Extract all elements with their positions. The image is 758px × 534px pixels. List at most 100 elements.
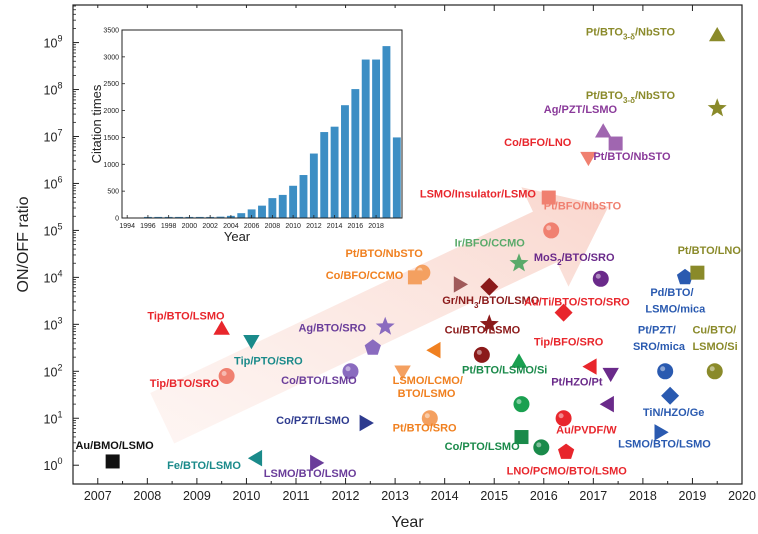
label-subscript: 2 bbox=[557, 258, 562, 267]
inset-x-tick-label: 1996 bbox=[140, 223, 156, 230]
inset-x-tick-label: 1994 bbox=[119, 223, 135, 230]
y-tick-label: 108 bbox=[44, 81, 63, 98]
label-part: Pt/BTO bbox=[586, 90, 624, 102]
x-axis-title: Year bbox=[391, 514, 424, 531]
x-tick-label: 2014 bbox=[431, 489, 459, 503]
inset-x-tick-label: 2008 bbox=[265, 223, 281, 230]
marker-triangle-left bbox=[582, 358, 597, 375]
point-label: Co/BFO/LNO bbox=[504, 137, 572, 149]
inset-x-tick-label: 2010 bbox=[285, 223, 301, 230]
marker-circle bbox=[473, 346, 490, 363]
inset-citation-chart: 0 500 1000 1500 2000 2500 3000 3500 1994 1996 1998… bbox=[88, 8, 408, 245]
point-label: Pt/BTO3-δ/NbSTO bbox=[586, 90, 676, 105]
marker-square bbox=[608, 136, 623, 151]
marker-circle bbox=[555, 410, 572, 427]
inset-bar bbox=[154, 216, 163, 218]
x-tick-label: 2013 bbox=[381, 489, 409, 503]
inset-bar bbox=[299, 175, 308, 218]
x-tick-label: 2015 bbox=[480, 489, 508, 503]
marker-highlight bbox=[476, 349, 482, 355]
marker-circle bbox=[657, 363, 674, 380]
y-tick-label: 105 bbox=[44, 221, 63, 238]
inset-x-tick-label: 2014 bbox=[327, 223, 343, 230]
y-tick-base: 10 bbox=[44, 412, 58, 426]
x-tick-label: 2012 bbox=[332, 489, 360, 503]
inset-y-axis-title: Citation times bbox=[89, 84, 104, 163]
marker-triangle-right bbox=[453, 276, 468, 293]
y-tick-base: 10 bbox=[44, 84, 58, 98]
marker-triangle-down bbox=[602, 367, 619, 383]
x-tick-label: 2020 bbox=[728, 489, 756, 503]
x-tick-label: 2016 bbox=[530, 489, 558, 503]
point-label: Co/PZT/LSMO bbox=[276, 415, 350, 427]
marker-triangle-up bbox=[595, 123, 612, 138]
label-part: /BTO/LSMO bbox=[478, 295, 539, 307]
marker-triangle-right bbox=[310, 454, 325, 472]
marker-triangle-right bbox=[654, 424, 669, 441]
marker-square bbox=[541, 190, 556, 205]
data-points bbox=[105, 27, 727, 472]
label-part: /BTO/SRO bbox=[562, 252, 615, 264]
point-label: Pt/BTO/NbSTO bbox=[593, 151, 671, 163]
marker-pentagon bbox=[558, 443, 575, 459]
marker-circle bbox=[706, 363, 723, 380]
marker-diamond bbox=[480, 277, 499, 296]
marker-circle bbox=[592, 270, 609, 287]
inset-bar bbox=[320, 132, 329, 218]
inset-y-tick-label: 1500 bbox=[103, 135, 119, 142]
marker-triangle-left bbox=[247, 449, 263, 467]
main-axes: 2007 2008 2009 2010 2011 2012 2013 2014 2015 2016… bbox=[15, 4, 756, 531]
marker-circle bbox=[533, 439, 550, 456]
marker-square bbox=[690, 265, 705, 280]
y-tick-exp: 0 bbox=[57, 456, 62, 466]
point-label: Fe/BTO/LSMO bbox=[167, 460, 241, 472]
point-label: Cu/BTO/LSMO bbox=[445, 325, 521, 337]
point-label: Pt/BTO/LNO bbox=[678, 245, 742, 257]
y-tick-base: 10 bbox=[44, 459, 58, 473]
inset-x-tick-label: 2004 bbox=[223, 223, 239, 230]
y-tick-label: 100 bbox=[44, 456, 63, 473]
y-axis-title: ON/OFF ratio bbox=[15, 196, 32, 292]
point-label: Ir/BFO/CCMO bbox=[455, 237, 526, 249]
x-tick-label: 2010 bbox=[233, 489, 261, 503]
marker-highlight bbox=[709, 366, 715, 372]
marker-highlight bbox=[558, 413, 564, 419]
inset-bar bbox=[216, 216, 225, 218]
marker-triangle-down bbox=[243, 335, 260, 350]
label-part: Pt/BTO bbox=[586, 27, 624, 39]
y-tick-exp: 3 bbox=[57, 315, 62, 325]
marker-diamond bbox=[661, 386, 680, 405]
y-tick-base: 10 bbox=[44, 177, 58, 191]
inset-bar bbox=[382, 46, 391, 218]
x-tick-label: 2007 bbox=[84, 489, 112, 503]
marker-square bbox=[407, 270, 422, 285]
inset-y-tick-label: 2000 bbox=[103, 108, 119, 115]
inset-y-tick-label: 500 bbox=[107, 189, 119, 196]
y-tick-exp: 1 bbox=[57, 409, 62, 419]
point-label: Tip/BFO/SRO bbox=[534, 336, 604, 348]
y-tick-base: 10 bbox=[44, 224, 58, 238]
marker-star bbox=[509, 253, 529, 272]
marker-star bbox=[707, 98, 727, 117]
marker-square bbox=[514, 430, 529, 445]
y-tick-exp: 4 bbox=[57, 268, 62, 278]
marker-square bbox=[105, 454, 120, 469]
inset-y-tick-label: 3500 bbox=[103, 28, 119, 35]
inset-bar bbox=[195, 216, 204, 218]
marker-highlight bbox=[516, 399, 522, 405]
point-label: Pt/BTO3-δ/NbSTO bbox=[586, 27, 676, 42]
point-label: Au/PVDF/W bbox=[556, 424, 617, 436]
inset-bar bbox=[268, 198, 277, 218]
marker-star bbox=[479, 314, 499, 333]
inset-bar bbox=[247, 209, 256, 218]
label-subscript: 3 bbox=[474, 301, 479, 310]
point-label: BTO/LSMO bbox=[398, 388, 456, 400]
inset-bar bbox=[392, 137, 401, 218]
y-tick-label: 106 bbox=[44, 174, 63, 191]
marker-highlight bbox=[221, 370, 227, 376]
y-tick-base: 10 bbox=[44, 37, 58, 51]
marker-circle bbox=[342, 363, 359, 380]
point-label: Tip/BTO/SRO bbox=[150, 378, 220, 390]
marker-triangle-up bbox=[510, 353, 528, 368]
point-label: LSMO/BTO/LSMO bbox=[618, 438, 711, 450]
